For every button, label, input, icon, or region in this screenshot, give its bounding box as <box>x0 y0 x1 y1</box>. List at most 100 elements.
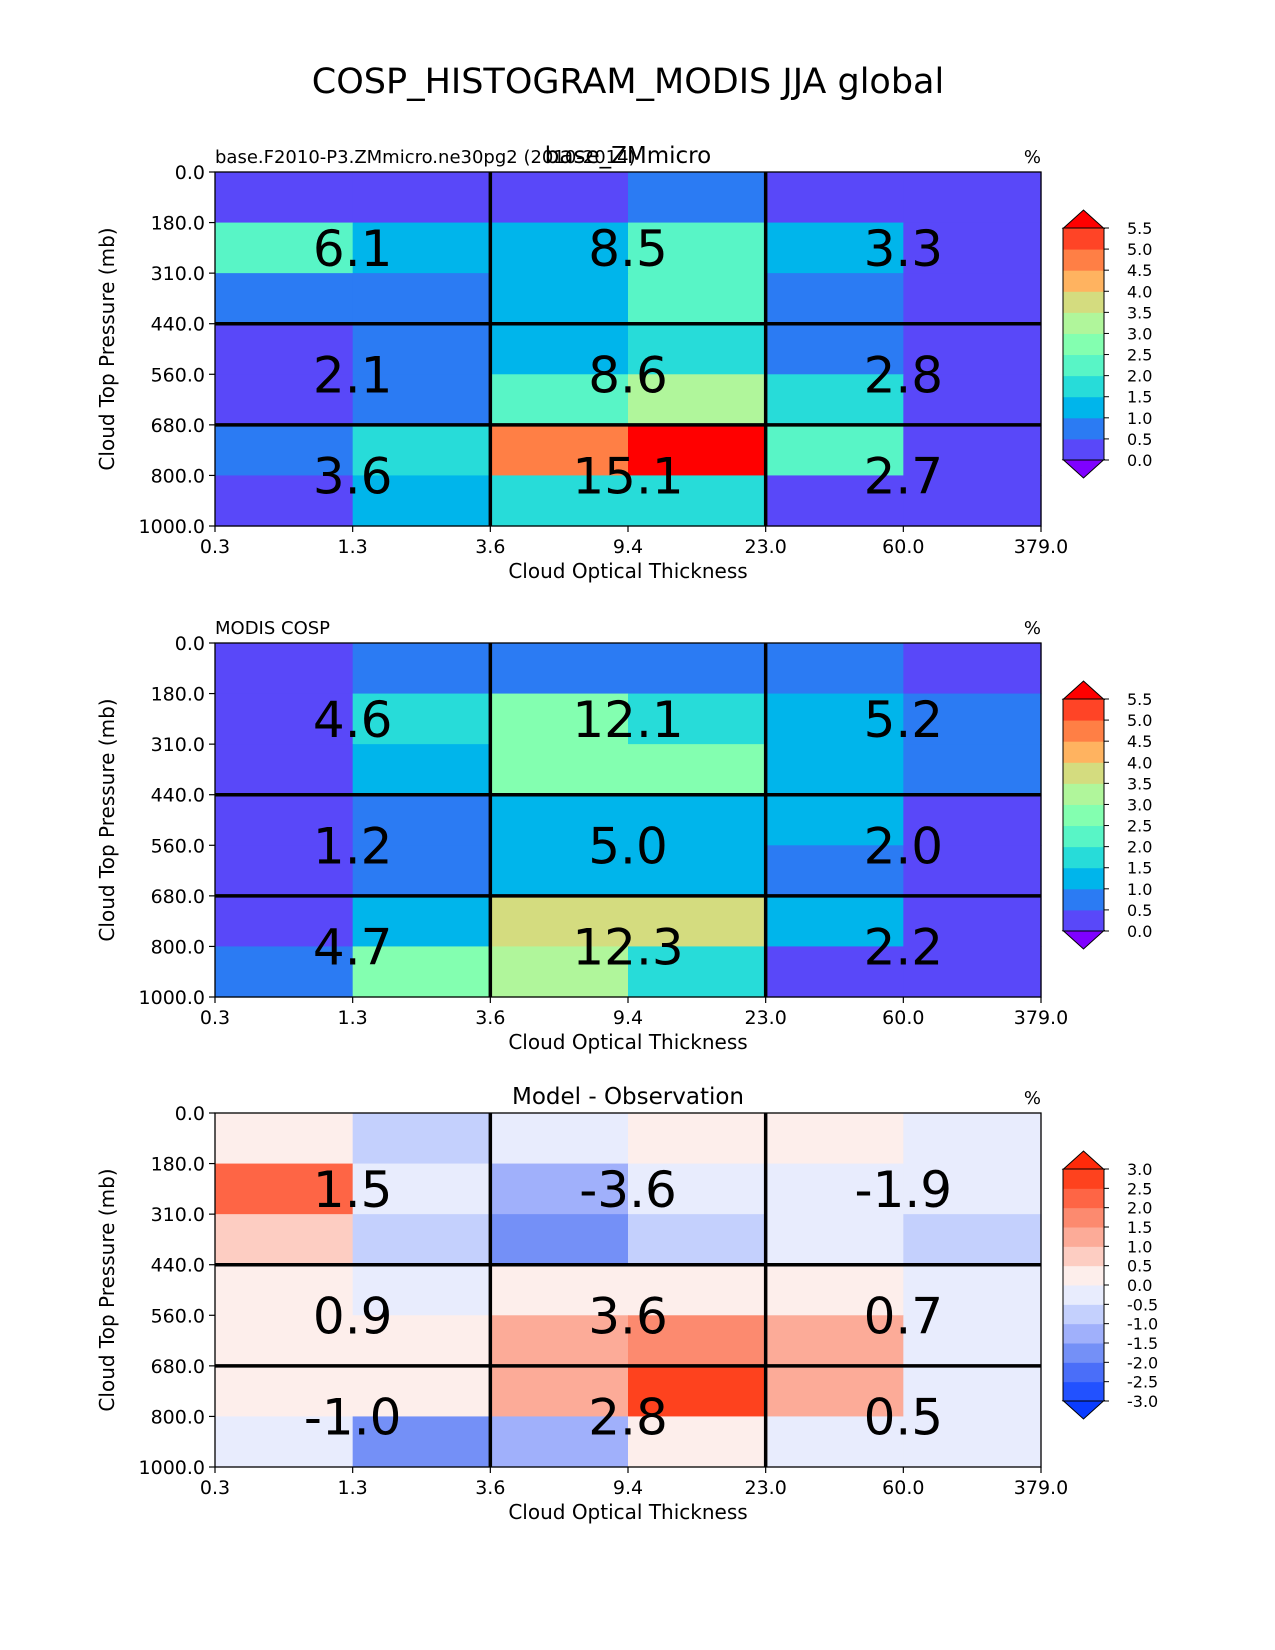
colorbar-tick-label: 2.0 <box>1127 367 1152 386</box>
heatmap-cell <box>765 172 904 224</box>
x-tick-label: 3.6 <box>475 1477 505 1499</box>
colorbar-over-triangle <box>1061 680 1106 700</box>
x-tick-label: 1.3 <box>338 1007 368 1029</box>
y-tick-label: 680.0 <box>151 415 205 437</box>
heatmap-cell <box>765 424 904 477</box>
heatmap-cell <box>352 1163 491 1215</box>
group-value-label: 2.2 <box>864 918 944 976</box>
heatmap-cell <box>490 1264 629 1316</box>
heatmap-cell <box>765 744 904 796</box>
colorbar-segment <box>1063 291 1104 313</box>
colorbar-tick-label: 1.0 <box>1127 409 1152 428</box>
x-tick-label: 9.4 <box>613 536 643 558</box>
heatmap-cell <box>490 323 629 375</box>
x-tick-label: 379.0 <box>1014 1477 1068 1499</box>
x-tick-label: 0.3 <box>200 1007 230 1029</box>
group-value-label: 2.7 <box>864 447 944 505</box>
heatmap-cell <box>490 794 629 846</box>
y-tick-label: 440.0 <box>151 1255 205 1277</box>
colorbar-tick-label: 1.0 <box>1127 1237 1152 1256</box>
colorbar-tick-label: -0.5 <box>1127 1295 1158 1314</box>
heatmap-cell <box>765 1163 904 1215</box>
colorbar-segment <box>1063 249 1104 271</box>
heatmap-cell <box>765 895 904 948</box>
heatmap-cell <box>628 643 767 695</box>
colorbar-segment <box>1063 333 1104 356</box>
heatmap-cell <box>490 222 629 274</box>
colorbar-tick-label: 0.5 <box>1127 1257 1152 1276</box>
colorbar-segment <box>1063 741 1104 763</box>
group-value-label: 15.1 <box>572 447 683 505</box>
colorbar-tick-label: 0.0 <box>1127 922 1152 941</box>
colorbar-segment <box>1063 720 1104 742</box>
heatmap-cell <box>903 1264 1042 1316</box>
colorbar-segment <box>1063 804 1104 827</box>
heatmap-cell <box>215 693 354 745</box>
panel-left-title: base.F2010-P3.ZMmicro.ne30pg2 (2010-2014… <box>215 147 636 168</box>
heatmap-cell <box>628 1264 767 1316</box>
colorbar-segment <box>1063 825 1104 848</box>
colorbar-tick-label: 5.0 <box>1127 711 1152 730</box>
colorbar-segment <box>1063 888 1104 911</box>
x-tick-label: 1.3 <box>338 1477 368 1499</box>
panel-units-label: % <box>1024 618 1041 639</box>
heatmap-cell <box>215 1264 354 1316</box>
x-tick-label: 379.0 <box>1014 536 1068 558</box>
panel-center-title: base_ZMmicro <box>545 143 711 169</box>
panel-units-label: % <box>1024 147 1041 168</box>
heatmap-cell <box>903 845 1042 897</box>
heatmap-cell <box>215 895 354 948</box>
heatmap-cell <box>903 1113 1042 1165</box>
heatmap-cell <box>765 643 904 695</box>
group-value-label: 1.5 <box>313 1161 393 1219</box>
panel-3: 1.5 -3.6 -1.9 0.9 3.6 0.7 -1.0 2.8 0.5 0.3 1.3 3.6 9… <box>95 1084 1158 1524</box>
heatmap-cell <box>903 643 1042 695</box>
heatmap-cell <box>490 946 629 998</box>
heatmap-cell <box>903 794 1042 846</box>
colorbar-tick-label: 5.0 <box>1127 240 1152 259</box>
y-tick-label: 560.0 <box>151 364 205 386</box>
colorbar-tick-label: -1.0 <box>1127 1315 1158 1334</box>
heatmap-cell <box>352 1113 491 1165</box>
x-tick-label: 23.0 <box>745 536 787 558</box>
colorbar-segment <box>1063 396 1104 419</box>
colorbar-segment <box>1063 1265 1104 1286</box>
group-value-label: -3.6 <box>579 1161 677 1219</box>
x-axis-label: Cloud Optical Thickness <box>508 1500 747 1524</box>
colorbar-tick-label: 1.0 <box>1127 880 1152 899</box>
heatmap-cell <box>765 845 904 897</box>
colorbar-segment <box>1063 1188 1104 1209</box>
heatmap-cell <box>215 323 354 375</box>
colorbar-frame <box>1062 698 1105 932</box>
colorbar-tick-label: 2.5 <box>1127 817 1152 836</box>
x-tick-label: 23.0 <box>745 1007 787 1029</box>
heatmap-cell <box>628 1214 767 1266</box>
heatmap-cell <box>215 374 354 426</box>
heatmap-cell <box>903 895 1042 948</box>
colorbar-tick-label: 1.5 <box>1127 859 1152 878</box>
panel-left-title: MODIS COSP <box>215 618 330 639</box>
colorbar-segment <box>1063 375 1104 398</box>
heatmap-cell <box>215 1315 354 1367</box>
group-value-label: 4.6 <box>313 691 393 749</box>
group-value-label: 2.8 <box>588 1388 668 1446</box>
heatmap-cell <box>765 1365 904 1418</box>
heatmap-cell <box>352 1365 491 1418</box>
heatmap-cell <box>215 273 354 325</box>
y-tick-label: 180.0 <box>151 684 205 706</box>
x-tick-label: 379.0 <box>1014 1007 1068 1029</box>
y-tick-label: 440.0 <box>151 785 205 807</box>
colorbar-segment <box>1063 312 1104 334</box>
colorbar-tick-label: -2.5 <box>1127 1373 1158 1392</box>
heatmap-cell <box>352 222 491 274</box>
heatmap-cell <box>628 845 767 897</box>
y-axis-label: Cloud Top Pressure (mb) <box>95 698 119 941</box>
heatmap-cell <box>903 946 1042 998</box>
colorbar-segment <box>1063 1343 1104 1363</box>
colorbar-under-triangle <box>1061 930 1106 950</box>
group-value-label: 2.8 <box>864 346 944 404</box>
y-tick-label: 1000.0 <box>139 987 205 1009</box>
heatmap-cell <box>765 374 904 426</box>
x-tick-label: 60.0 <box>882 1477 924 1499</box>
